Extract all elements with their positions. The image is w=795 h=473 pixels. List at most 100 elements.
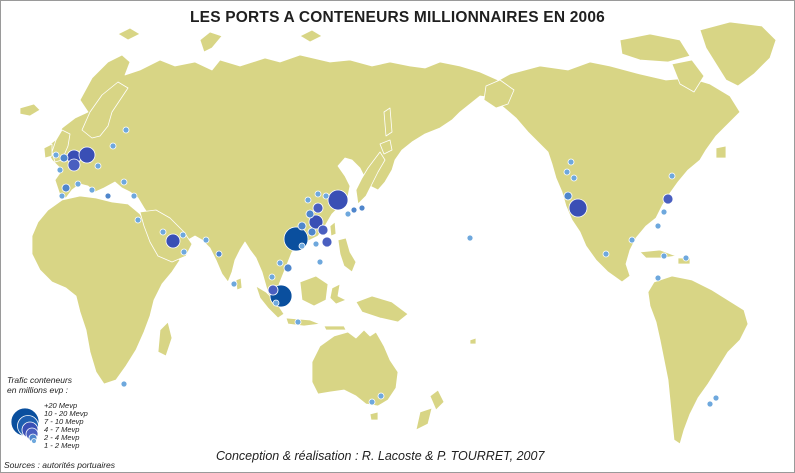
south-america [647,275,749,445]
scandinavia [81,81,129,139]
canadian-arctic-islands [619,33,691,63]
pacific-islands [469,337,477,345]
port-marker [283,263,293,273]
port-marker [268,273,276,281]
svalbard [117,27,141,41]
port-marker [120,380,128,388]
port-marker [563,168,571,176]
port-marker [130,192,138,200]
port-marker [179,231,187,239]
port-marker [59,153,69,163]
port-marker [134,216,142,224]
port-marker [104,192,112,200]
port-marker [322,192,330,200]
port-marker [321,236,333,248]
port-marker [304,196,312,204]
port-marker [712,394,720,402]
java [285,317,321,327]
port-marker [314,190,322,198]
africa [31,195,181,385]
port-marker [305,209,315,219]
port-marker [377,392,385,400]
port-marker [602,250,610,258]
australia [311,329,399,407]
sulawesi [329,283,347,305]
sumatra [255,285,285,319]
land-masses [19,21,777,445]
port-marker [52,151,60,159]
port-marker [706,400,714,408]
new-zealand-north [429,389,445,411]
port-marker [567,158,575,166]
legend-circle-1-2 [31,438,37,444]
port-marker [165,233,181,249]
taiwan [329,221,337,237]
port-marker [294,318,302,326]
north-america [489,61,741,283]
source-line: Sources : autorités portuaires [4,460,116,470]
port-marker [350,206,358,214]
port-marker [668,172,676,180]
japan [355,151,386,205]
alaska [483,79,515,109]
port-marker [312,202,324,214]
port-marker [660,208,668,216]
tasmania [369,411,379,421]
port-marker [563,191,573,201]
credit-line: Conception & réalisation : R. Lacoste & … [216,449,545,463]
legend-title: Trafic conteneurs en millions evp : [7,375,72,395]
port-marker [74,180,82,188]
port-marker [159,228,167,236]
newfoundland [715,145,727,159]
port-marker [654,222,662,230]
port-marker [56,166,64,174]
legend-label-4-7: 4 - 7 Mevp [44,425,80,434]
port-marker [570,174,578,182]
port-marker [276,259,284,267]
greenland [699,21,777,87]
port-marker [78,146,96,164]
hokkaido [379,139,393,155]
port-marker [307,227,317,237]
port-marker [312,240,320,248]
legend-title-line1: Trafic conteneurs [7,375,73,385]
port-marker [660,252,668,260]
port-marker [662,193,674,205]
port-marker [267,284,279,296]
port-marker [568,198,588,218]
port-marker [272,299,280,307]
new-guinea [355,295,409,323]
baffin-island [671,59,705,93]
legend-title-line2: en millions evp : [7,385,68,395]
port-marker [109,142,117,150]
port-marker [682,254,690,262]
port-marker [120,178,128,186]
port-marker [654,274,662,282]
port-marker [358,204,366,212]
port-marker [94,162,102,170]
legend-label-2-4: 2 - 4 Mevp [44,433,80,442]
new-zealand-south [415,407,433,431]
port-marker [202,236,210,244]
port-marker [466,234,474,242]
port-marker [67,158,81,172]
lesser-sunda [323,325,347,331]
port-marker [297,221,307,231]
map-title: LES PORTS A CONTENEURS MILLIONNAIRES EN … [189,9,606,26]
legend-label-1-2: 1 - 2 Mevp [44,441,80,450]
port-marker [317,224,329,236]
legend-symbols [10,407,40,444]
port-marker [327,189,349,211]
port-marker [308,214,324,230]
borneo [299,275,329,307]
legend-label-20: +20 Mevp [44,401,78,410]
port-marker [298,242,306,250]
port-marker [230,280,238,288]
novaya-zemlya [199,31,223,53]
port-marker [61,183,71,193]
sri-lanka [235,277,243,291]
madagascar [157,321,173,357]
port-marker [316,258,324,266]
legend-label-7-10: 7 - 10 Mevp [44,417,84,426]
